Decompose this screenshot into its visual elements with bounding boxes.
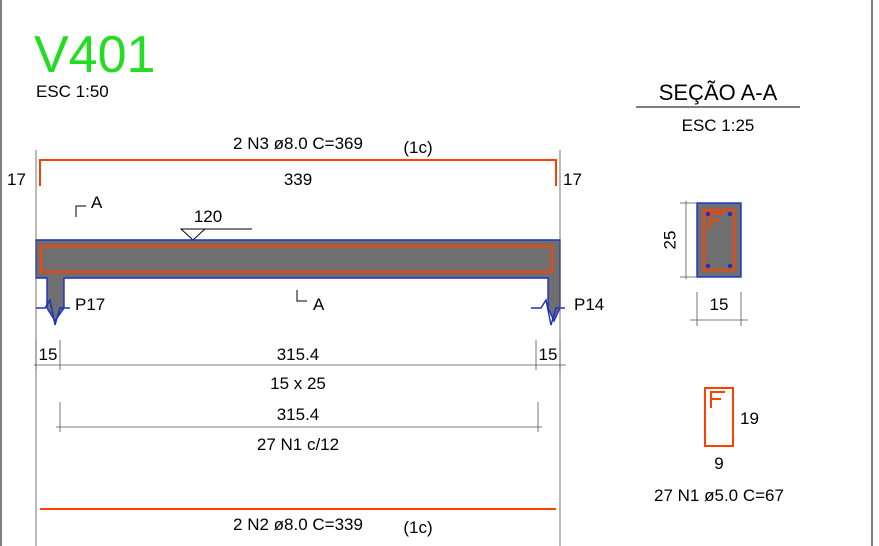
stirrup-detail [704, 387, 734, 447]
load-value: 120 [194, 207, 222, 226]
section-width: 15 [710, 295, 729, 314]
beam-concrete [35, 239, 561, 323]
section-scale: ESC 1:25 [682, 116, 755, 135]
bottom-bar-layer: (1c) [403, 518, 432, 537]
section-height: 25 [660, 231, 679, 250]
stirrup-width: 9 [714, 454, 723, 473]
support-right-break-icon [531, 298, 565, 326]
stirrup-label: 27 N1 ø5.0 C=67 [654, 486, 784, 505]
beam-rebar-cage [40, 245, 553, 273]
section-bar-tr [727, 211, 733, 217]
dim-stirrup-spacing: 27 N1 c/12 [257, 435, 339, 454]
section-mark-bottom: A [313, 295, 325, 314]
section-mark-bottom-icon [296, 290, 307, 302]
stirrup-height: 19 [740, 409, 759, 428]
dim-cross-section: 15 x 25 [270, 374, 326, 393]
beam-title: V401 [34, 26, 155, 84]
section-stirrup [703, 209, 735, 271]
dim-span: 315.4 [277, 345, 320, 364]
support-left-label: P17 [75, 295, 105, 314]
top-bar-length: 339 [284, 170, 312, 189]
beam-scale: ESC 1:50 [36, 82, 109, 101]
dim-stirrup-span: 315.4 [277, 405, 320, 424]
load-triangle-icon [179, 228, 207, 241]
bottom-bar-label: 2 N2 ø8.0 C=339 [233, 515, 363, 534]
section-mark-top-icon [75, 205, 86, 217]
top-bar-hook-left: 17 [7, 170, 26, 189]
top-bar-hook-right: 17 [563, 170, 582, 189]
top-bar-n3 [39, 159, 557, 186]
section-bar-bl [705, 263, 711, 269]
section-bar-tl [705, 211, 711, 217]
dim-support-right: 15 [539, 345, 558, 364]
section-title: SEÇÃO A-A [659, 80, 778, 105]
support-left-break-icon [36, 298, 70, 326]
dim-support-left: 15 [39, 345, 58, 364]
section-stirrup-hook-icon [709, 212, 724, 229]
support-right-label: P14 [574, 295, 604, 314]
section-mark-top: A [91, 193, 103, 212]
section-bar-br [727, 263, 733, 269]
top-bar-layer: (1c) [403, 138, 432, 157]
top-bar-label: 2 N3 ø8.0 C=369 [233, 134, 363, 153]
stirrup-detail-hook-icon [710, 391, 725, 408]
